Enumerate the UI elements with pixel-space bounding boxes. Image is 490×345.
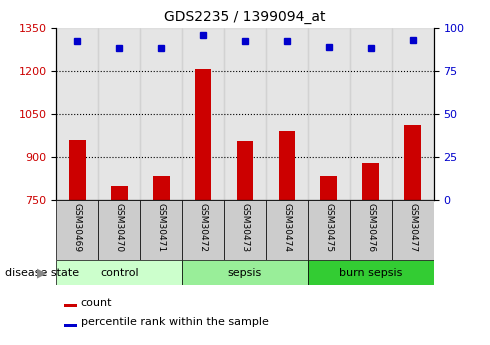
Bar [64, 304, 77, 307]
Text: percentile rank within the sample: percentile rank within the sample [81, 317, 269, 327]
Bar [153, 176, 170, 200]
Bar [237, 141, 253, 200]
Bar [140, 200, 182, 260]
Bar [224, 200, 266, 260]
Bar [56, 260, 182, 285]
Text: ▶: ▶ [37, 266, 47, 279]
Bar [182, 200, 224, 260]
Text: GSM30470: GSM30470 [115, 203, 124, 252]
Text: GSM30472: GSM30472 [198, 203, 208, 252]
Bar [140, 28, 182, 200]
Bar [266, 200, 308, 260]
Bar [56, 200, 98, 260]
Bar [363, 163, 379, 200]
Bar [98, 28, 140, 200]
Text: GSM30469: GSM30469 [73, 203, 82, 252]
Bar [350, 28, 392, 200]
Bar [308, 200, 350, 260]
Bar [98, 200, 140, 260]
Bar [392, 28, 434, 200]
Bar [308, 260, 434, 285]
Text: disease state: disease state [5, 268, 79, 277]
Bar [278, 131, 295, 200]
Text: GSM30471: GSM30471 [157, 203, 166, 252]
Bar [224, 28, 266, 200]
Bar [308, 28, 350, 200]
Title: GDS2235 / 1399094_at: GDS2235 / 1399094_at [164, 10, 326, 24]
Bar [182, 28, 224, 200]
Text: GSM30477: GSM30477 [408, 203, 417, 252]
Text: GSM30475: GSM30475 [324, 203, 333, 252]
Bar [111, 186, 127, 200]
Bar [56, 28, 98, 200]
Text: count: count [81, 298, 112, 308]
Text: GSM30473: GSM30473 [241, 203, 249, 252]
Bar [64, 324, 77, 327]
Bar [320, 176, 337, 200]
Bar [404, 125, 421, 200]
Text: GSM30474: GSM30474 [282, 203, 292, 252]
Bar [392, 200, 434, 260]
Bar [182, 260, 308, 285]
Bar [195, 69, 212, 200]
Bar [266, 28, 308, 200]
Bar [69, 140, 86, 200]
Text: control: control [100, 268, 139, 277]
Text: sepsis: sepsis [228, 268, 262, 277]
Text: burn sepsis: burn sepsis [339, 268, 402, 277]
Bar [350, 200, 392, 260]
Text: GSM30476: GSM30476 [366, 203, 375, 252]
